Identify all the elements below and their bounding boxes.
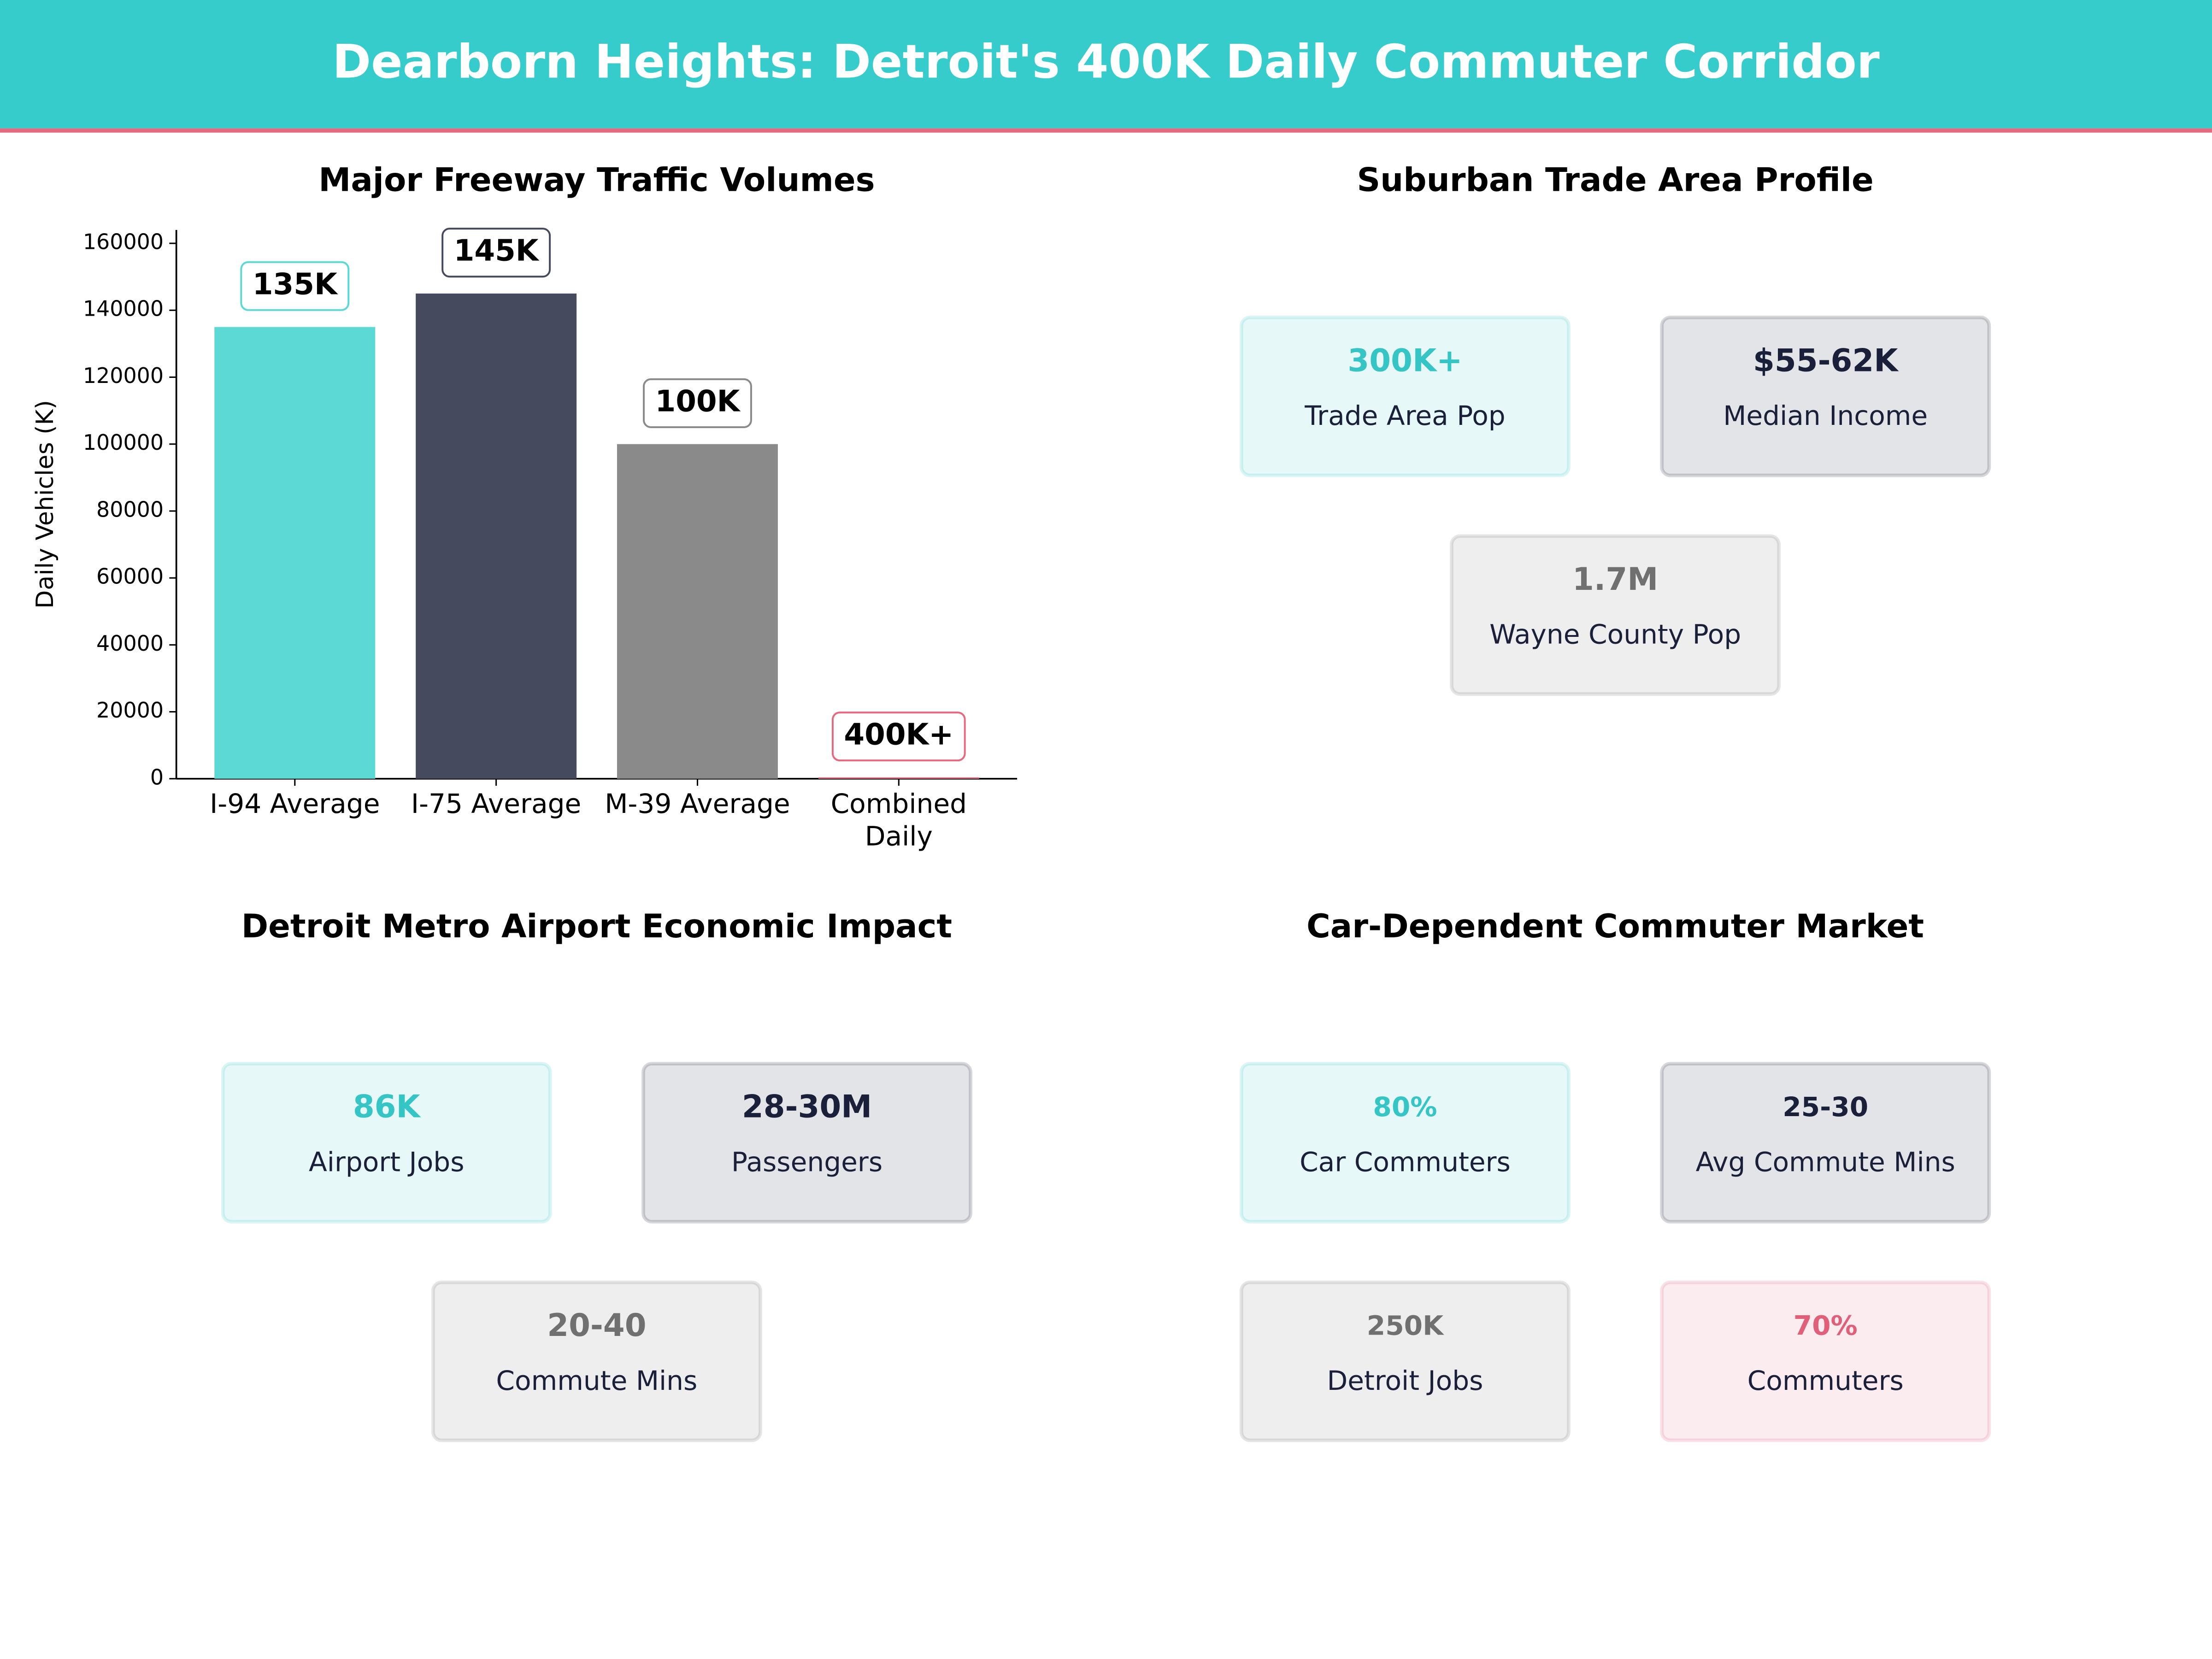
y-tick-label: 20000 xyxy=(96,698,164,723)
value-label-box xyxy=(441,228,551,278)
y-tick-label: 0 xyxy=(150,765,164,789)
kpi-card xyxy=(1450,534,1781,696)
bar xyxy=(818,777,979,779)
value-label-box xyxy=(831,712,966,762)
kpi-label: Airport Jobs xyxy=(309,1147,465,1178)
bar xyxy=(617,444,778,779)
header-bar xyxy=(0,0,2212,129)
chart-title: Major Freeway Traffic Volumes xyxy=(318,161,875,199)
kpi-label: Commuters xyxy=(1747,1365,1904,1396)
kpi-card xyxy=(1660,1280,1991,1442)
panel-title: Suburban Trade Area Profile xyxy=(1357,161,1873,199)
x-tick-label: Combined Daily xyxy=(831,788,967,852)
value-label-box xyxy=(240,261,350,311)
y-tick-label: 40000 xyxy=(96,631,164,656)
kpi-card-bg xyxy=(1241,317,1569,476)
y-axis-label: Daily Vehicles (K) xyxy=(31,400,59,609)
kpi-value: 250K xyxy=(1367,1310,1444,1341)
kpi-value: $55-62K xyxy=(1753,342,1899,378)
kpi-card-bg xyxy=(1241,1064,1569,1222)
kpi-card xyxy=(641,1062,972,1224)
kpi-card xyxy=(431,1280,762,1442)
kpi-card-bg xyxy=(1241,1282,1569,1441)
y-tick-label: 140000 xyxy=(83,296,164,321)
y-tick-label: 80000 xyxy=(96,497,164,522)
kpi-label: Trade Area Pop xyxy=(1304,400,1506,431)
bar xyxy=(416,293,577,779)
kpi-card xyxy=(1240,1280,1571,1442)
kpi-card-bg xyxy=(643,1064,971,1222)
kpi-value: 300K+ xyxy=(1347,342,1462,378)
y-tick-label: 160000 xyxy=(83,229,164,254)
kpi-card xyxy=(1660,315,1991,477)
kpi-card-bg xyxy=(1662,317,1989,476)
value-label-box xyxy=(643,378,752,428)
page-title: Dearborn Heights: Detroit's 400K Daily C… xyxy=(332,35,1880,89)
kpi-card xyxy=(1240,315,1571,477)
x-tick-label: M-39 Average xyxy=(605,788,790,819)
kpi-label: Wayne County Pop xyxy=(1489,619,1741,650)
kpi-label: Passengers xyxy=(731,1147,882,1178)
kpi-card-bg xyxy=(1662,1282,1989,1441)
kpi-card-bg xyxy=(433,1282,760,1441)
kpi-value: 86K xyxy=(353,1088,422,1125)
kpi-card xyxy=(1240,1062,1571,1224)
kpi-value: 25-30 xyxy=(1783,1091,1868,1123)
kpi-card xyxy=(221,1062,552,1224)
kpi-value: 80% xyxy=(1373,1091,1437,1123)
panel-title: Detroit Metro Airport Economic Impact xyxy=(241,907,952,945)
kpi-card-bg xyxy=(223,1064,550,1222)
y-tick-label: 100000 xyxy=(83,430,164,455)
header-accent xyxy=(0,128,2212,133)
value-label: 145K xyxy=(454,234,540,268)
bar xyxy=(214,327,376,779)
y-tick-label: 60000 xyxy=(96,564,164,589)
x-tick-label: I-94 Average xyxy=(210,788,380,819)
kpi-card-bg xyxy=(1452,536,1779,694)
kpi-label: Median Income xyxy=(1723,400,1928,431)
panel-title: Car-Dependent Commuter Market xyxy=(1306,907,1924,945)
kpi-label: Commute Mins xyxy=(496,1365,697,1396)
x-tick-label: I-75 Average xyxy=(411,788,581,819)
kpi-value: 70% xyxy=(1794,1310,1858,1341)
kpi-value: 28-30M xyxy=(742,1088,872,1125)
kpi-label: Detroit Jobs xyxy=(1327,1365,1483,1396)
kpi-value: 20-40 xyxy=(547,1307,646,1343)
kpi-card-bg xyxy=(1662,1064,1989,1222)
kpi-label: Car Commuters xyxy=(1300,1147,1511,1178)
value-label: 135K xyxy=(253,267,338,301)
y-tick-label: 120000 xyxy=(83,363,164,388)
value-label: 400K+ xyxy=(844,718,953,752)
kpi-card xyxy=(1660,1062,1991,1224)
kpi-label: Avg Commute Mins xyxy=(1696,1147,1955,1178)
value-label: 100K xyxy=(655,384,741,418)
kpi-value: 1.7M xyxy=(1572,561,1658,597)
